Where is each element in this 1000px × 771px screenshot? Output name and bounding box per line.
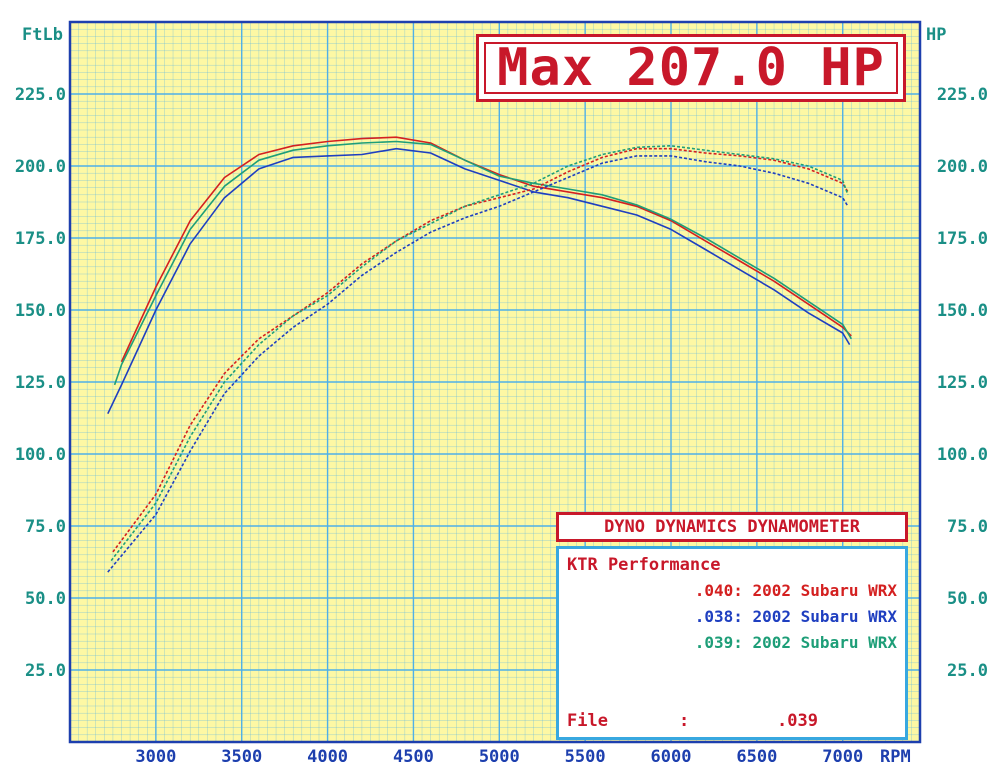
x-tick-label: 6500 <box>736 747 777 767</box>
legend-run-label: 2002 Subaru WRX <box>752 633 898 652</box>
y-tick-label-left: 150.0 <box>15 301 66 321</box>
y-axis-right-label: HP <box>926 25 946 45</box>
y-tick-label-left: 175.0 <box>15 229 66 249</box>
power-curve-039 <box>110 145 849 562</box>
y-axis-right-ticks: 25.0 50.0 75.0 100.0 125.0 150.0 175.0 200.0 225… <box>937 85 988 681</box>
run-info-panel: KTR Performance .040: 2002 Subaru WRX .0… <box>556 546 908 740</box>
y-tick-label-right: 225.0 <box>937 85 988 105</box>
legend-run-id: .040 <box>694 581 734 600</box>
y-tick-label-right: 150.0 <box>937 301 988 321</box>
torque-curve-039 <box>113 140 852 386</box>
dyno-title-box: DYNO DYNAMICS DYNAMOMETER <box>556 512 908 542</box>
torque-curve-038 <box>107 147 851 415</box>
x-axis-label: RPM <box>880 747 911 767</box>
x-tick-label: 3500 <box>221 747 262 767</box>
file-value: .039 <box>777 711 818 731</box>
x-axis-ticks: 3000 3500 4000 4500 5000 5500 6000 6500 7000 <box>135 747 863 767</box>
y-tick-label-left: 100.0 <box>15 445 66 465</box>
y-tick-label-right: 175.0 <box>937 229 988 249</box>
x-tick-label: 5000 <box>479 747 520 767</box>
x-tick-label: 4000 <box>307 747 348 767</box>
x-tick-label: 7000 <box>822 747 863 767</box>
max-hp-banner: Max 207.0 HP <box>476 34 906 102</box>
y-tick-label-right: 50.0 <box>947 589 988 609</box>
y-tick-label-right: 100.0 <box>937 445 988 465</box>
y-tick-label-left: 225.0 <box>15 85 66 105</box>
y-tick-label-left: 50.0 <box>25 589 66 609</box>
legend-run-id: .038 <box>694 607 734 626</box>
legend-run-label: 2002 Subaru WRX <box>752 607 898 626</box>
file-colon: : <box>679 711 690 731</box>
file-label: File <box>567 711 608 731</box>
y-tick-label-left: 125.0 <box>15 373 66 393</box>
legend-entry-run-038: .038: 2002 Subaru WRX <box>694 607 898 626</box>
x-tick-label: 6000 <box>651 747 692 767</box>
plot-frame <box>68 20 922 744</box>
y-tick-label-right: 75.0 <box>947 517 988 537</box>
max-hp-banner-border <box>484 42 898 94</box>
y-tick-label-left: 200.0 <box>15 157 66 177</box>
y-tick-label-left: 75.0 <box>25 517 66 537</box>
y-axis-left-ticks: 25.0 50.0 75.0 100.0 125.0 150.0 175.0 200.0 225… <box>15 85 66 681</box>
x-tick-label: 5500 <box>565 747 606 767</box>
legend-entry-run-039: .039: 2002 Subaru WRX <box>694 633 898 652</box>
y-tick-label-right: 200.0 <box>937 157 988 177</box>
x-tick-label: 4500 <box>393 747 434 767</box>
max-hp-text: Max 207.0 HP <box>497 38 885 98</box>
company-name: KTR Performance <box>567 555 721 575</box>
x-tick-label: 3000 <box>135 747 176 767</box>
y-tick-label-left: 25.0 <box>25 661 66 681</box>
power-curve-038 <box>107 155 849 573</box>
y-tick-label-right: 25.0 <box>947 661 988 681</box>
power-curve-040 <box>112 147 849 553</box>
y-axis-left-label: FtLb <box>22 25 63 45</box>
y-tick-label-right: 125.0 <box>937 373 988 393</box>
legend-entry-run-040: .040: 2002 Subaru WRX <box>694 581 898 600</box>
dyno-title: DYNO DYNAMICS DYNAMOMETER <box>604 517 860 537</box>
torque-curve-040 <box>120 136 852 363</box>
legend-run-label: 2002 Subaru WRX <box>752 581 898 600</box>
curves <box>107 136 852 573</box>
legend-run-id: .039 <box>694 633 734 652</box>
